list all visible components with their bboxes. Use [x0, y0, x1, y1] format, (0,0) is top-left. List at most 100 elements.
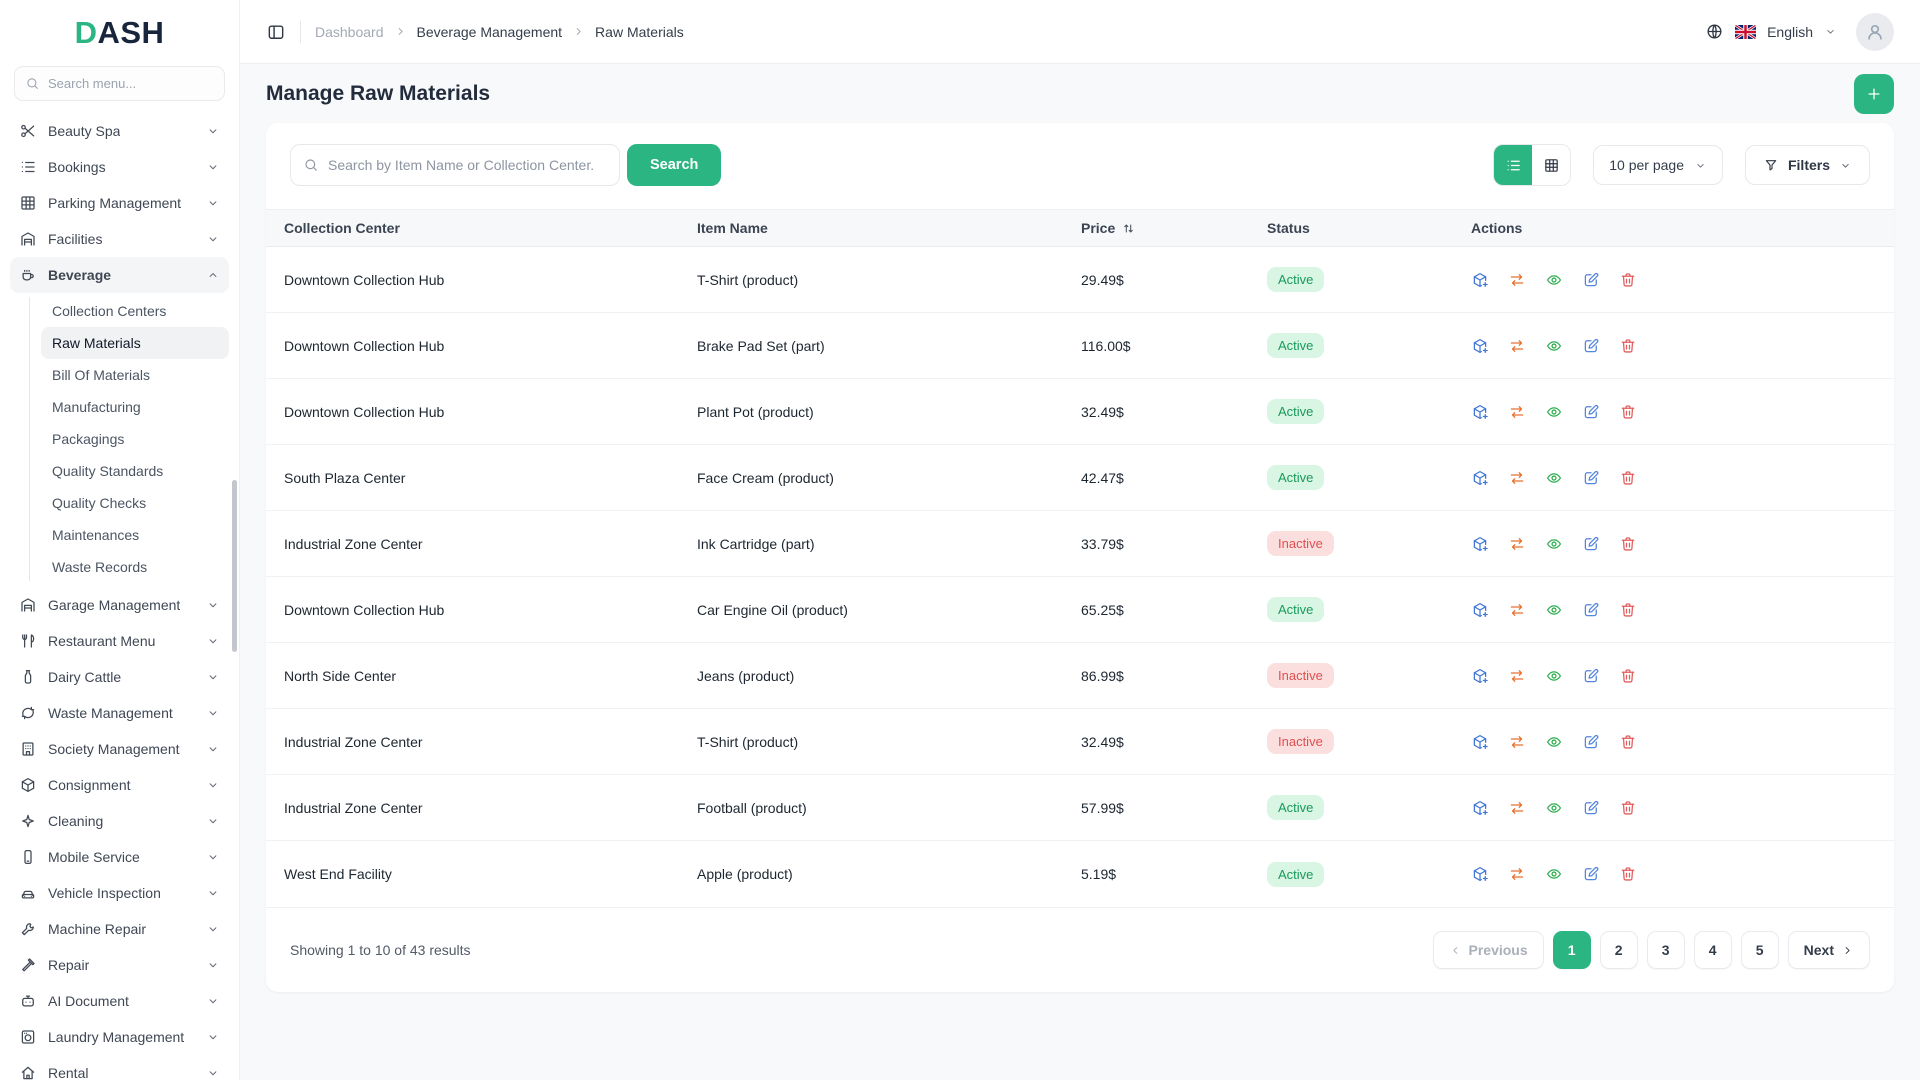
- sidebar-item-garage-management[interactable]: Garage Management: [10, 587, 229, 623]
- sidebar-item-machine-repair[interactable]: Machine Repair: [10, 911, 229, 947]
- edit-action-button[interactable]: [1582, 799, 1600, 817]
- trash-action-button[interactable]: [1619, 271, 1637, 289]
- sidebar-item-vehicle-inspection[interactable]: Vehicle Inspection: [10, 875, 229, 911]
- sidebar-item-laundry-management[interactable]: Laundry Management: [10, 1019, 229, 1055]
- sidebar-subitem-bill-of-materials[interactable]: Bill Of Materials: [52, 367, 151, 383]
- package-plus-action-button[interactable]: [1471, 667, 1489, 685]
- eye-action-button[interactable]: [1545, 337, 1563, 355]
- edit-action-button[interactable]: [1582, 601, 1600, 619]
- sidebar-toggle-icon[interactable]: [266, 22, 286, 42]
- sidebar-item-ai-document[interactable]: AI Document: [10, 983, 229, 1019]
- breadcrumb-item-dashboard[interactable]: Dashboard: [315, 23, 384, 40]
- swap-action-button[interactable]: [1508, 337, 1526, 355]
- search-input[interactable]: [328, 157, 607, 173]
- swap-action-button[interactable]: [1508, 271, 1526, 289]
- column-header-item-name[interactable]: Item Name: [697, 220, 768, 236]
- swap-action-button[interactable]: [1508, 469, 1526, 487]
- sidebar-item-bookings[interactable]: Bookings: [10, 149, 229, 185]
- sidebar-item-cleaning[interactable]: Cleaning: [10, 803, 229, 839]
- column-header-price[interactable]: Price: [1063, 220, 1249, 236]
- swap-action-button[interactable]: [1508, 535, 1526, 553]
- trash-action-button[interactable]: [1619, 733, 1637, 751]
- breadcrumb-item-beverage-management[interactable]: Beverage Management: [416, 23, 563, 40]
- sidebar-item-rental[interactable]: Rental: [10, 1055, 229, 1080]
- sidebar-item-repair[interactable]: Repair: [10, 947, 229, 983]
- page-1-button[interactable]: 1: [1552, 931, 1591, 969]
- trash-action-button[interactable]: [1619, 469, 1637, 487]
- swap-action-button[interactable]: [1508, 667, 1526, 685]
- package-plus-action-button[interactable]: [1471, 469, 1489, 487]
- swap-action-button[interactable]: [1508, 601, 1526, 619]
- sidebar-item-facilities[interactable]: Facilities: [10, 221, 229, 257]
- sidebar-item-society-management[interactable]: Society Management: [10, 731, 229, 767]
- per-page-select[interactable]: 10 per page: [1593, 145, 1723, 185]
- sidebar-item-parking-management[interactable]: Parking Management: [10, 185, 229, 221]
- sidebar-item-mobile-service[interactable]: Mobile Service: [10, 839, 229, 875]
- package-plus-action-button[interactable]: [1471, 601, 1489, 619]
- eye-action-button[interactable]: [1545, 271, 1563, 289]
- eye-action-button[interactable]: [1545, 865, 1563, 883]
- swap-action-button[interactable]: [1508, 865, 1526, 883]
- trash-action-button[interactable]: [1619, 667, 1637, 685]
- eye-action-button[interactable]: [1545, 469, 1563, 487]
- trash-action-button[interactable]: [1619, 799, 1637, 817]
- page-4-button[interactable]: 4: [1693, 931, 1732, 969]
- eye-action-button[interactable]: [1545, 733, 1563, 751]
- grid-view-button[interactable]: [1532, 145, 1571, 185]
- trash-action-button[interactable]: [1619, 865, 1637, 883]
- sidebar-item-consignment[interactable]: Consignment: [10, 767, 229, 803]
- swap-action-button[interactable]: [1508, 733, 1526, 751]
- eye-action-button[interactable]: [1545, 601, 1563, 619]
- eye-action-button[interactable]: [1545, 799, 1563, 817]
- column-header-collection-center[interactable]: Collection Center: [284, 220, 400, 236]
- sidebar-subitem-quality-standards[interactable]: Quality Standards: [52, 463, 164, 479]
- sidebar-subitem-maintenances[interactable]: Maintenances: [52, 527, 140, 543]
- edit-action-button[interactable]: [1582, 667, 1600, 685]
- sidebar-item-beauty-spa[interactable]: Beauty Spa: [10, 113, 229, 149]
- page-5-button[interactable]: 5: [1740, 931, 1779, 969]
- avatar[interactable]: [1856, 12, 1894, 51]
- language-label[interactable]: English: [1767, 23, 1813, 40]
- trash-action-button[interactable]: [1619, 535, 1637, 553]
- sidebar-subitem-collection-centers[interactable]: Collection Centers: [52, 303, 167, 319]
- search-button[interactable]: Search: [627, 144, 722, 186]
- trash-action-button[interactable]: [1619, 403, 1637, 421]
- next-page-button[interactable]: Next: [1787, 931, 1870, 969]
- breadcrumb-item-raw-materials[interactable]: Raw Materials: [595, 23, 684, 40]
- sidebar-subitem-waste-records[interactable]: Waste Records: [52, 559, 148, 575]
- eye-action-button[interactable]: [1545, 535, 1563, 553]
- sidebar-subitem-manufacturing[interactable]: Manufacturing: [52, 399, 141, 415]
- package-plus-action-button[interactable]: [1471, 403, 1489, 421]
- edit-action-button[interactable]: [1582, 337, 1600, 355]
- sidebar-item-waste-management[interactable]: Waste Management: [10, 695, 229, 731]
- package-plus-action-button[interactable]: [1471, 733, 1489, 751]
- sidebar-subitem-packagings[interactable]: Packagings: [52, 431, 125, 447]
- edit-action-button[interactable]: [1582, 733, 1600, 751]
- filters-button[interactable]: Filters: [1744, 145, 1870, 185]
- add-raw-material-button[interactable]: [1854, 74, 1894, 114]
- sidebar-item-restaurant-menu[interactable]: Restaurant Menu: [10, 623, 229, 659]
- list-view-button[interactable]: [1494, 145, 1533, 185]
- globe-icon[interactable]: [1705, 22, 1724, 41]
- package-plus-action-button[interactable]: [1471, 865, 1489, 883]
- eye-action-button[interactable]: [1545, 403, 1563, 421]
- edit-action-button[interactable]: [1582, 271, 1600, 289]
- edit-action-button[interactable]: [1582, 469, 1600, 487]
- trash-action-button[interactable]: [1619, 601, 1637, 619]
- swap-action-button[interactable]: [1508, 403, 1526, 421]
- sidebar-item-dairy-cattle[interactable]: Dairy Cattle: [10, 659, 229, 695]
- edit-action-button[interactable]: [1582, 865, 1600, 883]
- previous-page-button[interactable]: Previous: [1432, 931, 1544, 969]
- edit-action-button[interactable]: [1582, 403, 1600, 421]
- sidebar-item-beverage[interactable]: Beverage: [10, 257, 229, 293]
- eye-action-button[interactable]: [1545, 667, 1563, 685]
- sidebar-scrollbar[interactable]: [232, 480, 237, 652]
- sidebar-subitem-quality-checks[interactable]: Quality Checks: [52, 495, 147, 511]
- package-plus-action-button[interactable]: [1471, 271, 1489, 289]
- page-2-button[interactable]: 2: [1599, 931, 1638, 969]
- sidebar-subitem-raw-materials[interactable]: Raw Materials: [41, 327, 229, 359]
- package-plus-action-button[interactable]: [1471, 535, 1489, 553]
- package-plus-action-button[interactable]: [1471, 337, 1489, 355]
- trash-action-button[interactable]: [1619, 337, 1637, 355]
- swap-action-button[interactable]: [1508, 799, 1526, 817]
